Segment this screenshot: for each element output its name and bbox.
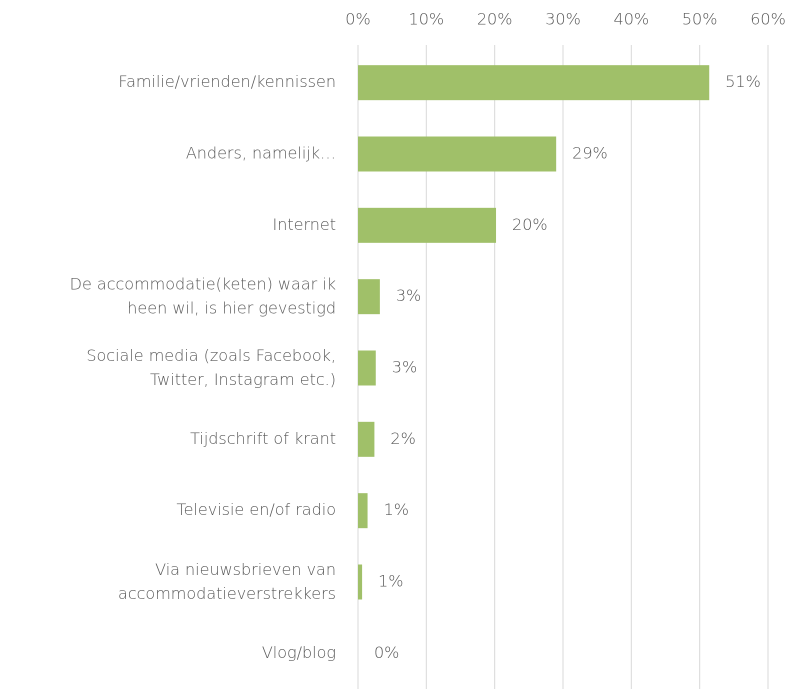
- x-tick-label: 60%: [750, 10, 786, 29]
- data-label: 3%: [392, 358, 417, 377]
- data-label: 3%: [396, 286, 421, 305]
- data-label: 51%: [725, 72, 761, 91]
- data-label: 1%: [384, 500, 409, 519]
- y-tick-label: Internet: [272, 215, 336, 234]
- data-label: 2%: [390, 429, 415, 448]
- data-label: 20%: [512, 215, 548, 234]
- x-tick-label: 20%: [477, 10, 513, 29]
- x-tick-label: 50%: [682, 10, 718, 29]
- bar: [358, 65, 710, 101]
- y-tick-label: Anders, namelijk…: [186, 144, 336, 163]
- y-tick-label: Sociale media (zoals Facebook, Twitter, I…: [86, 346, 336, 389]
- bar: [358, 136, 557, 172]
- bar: [358, 279, 380, 315]
- x-tick-label: 0%: [345, 10, 370, 29]
- bar: [358, 564, 363, 600]
- data-label: 0%: [374, 643, 399, 662]
- bar: [358, 421, 375, 457]
- y-tick-label: Vlog/blog: [262, 643, 336, 662]
- y-tick-label: De accommodatie(keten) waar ik heen wil, …: [70, 274, 336, 317]
- y-tick-label: Familie/vrienden/kennissen: [118, 72, 336, 91]
- data-label: 29%: [572, 144, 608, 163]
- x-tick-label: 30%: [545, 10, 581, 29]
- data-label: 1%: [378, 572, 403, 591]
- bar: [358, 493, 368, 529]
- y-tick-label: Tijdschrift of krant: [190, 429, 336, 448]
- y-tick-label: Televisie en/of radio: [177, 500, 336, 519]
- x-tick-label: 10%: [409, 10, 445, 29]
- bar: [358, 350, 376, 386]
- bar: [358, 207, 497, 243]
- y-tick-label: Via nieuwsbrieven van accommodatieverstre…: [118, 560, 336, 603]
- x-tick-label: 40%: [614, 10, 650, 29]
